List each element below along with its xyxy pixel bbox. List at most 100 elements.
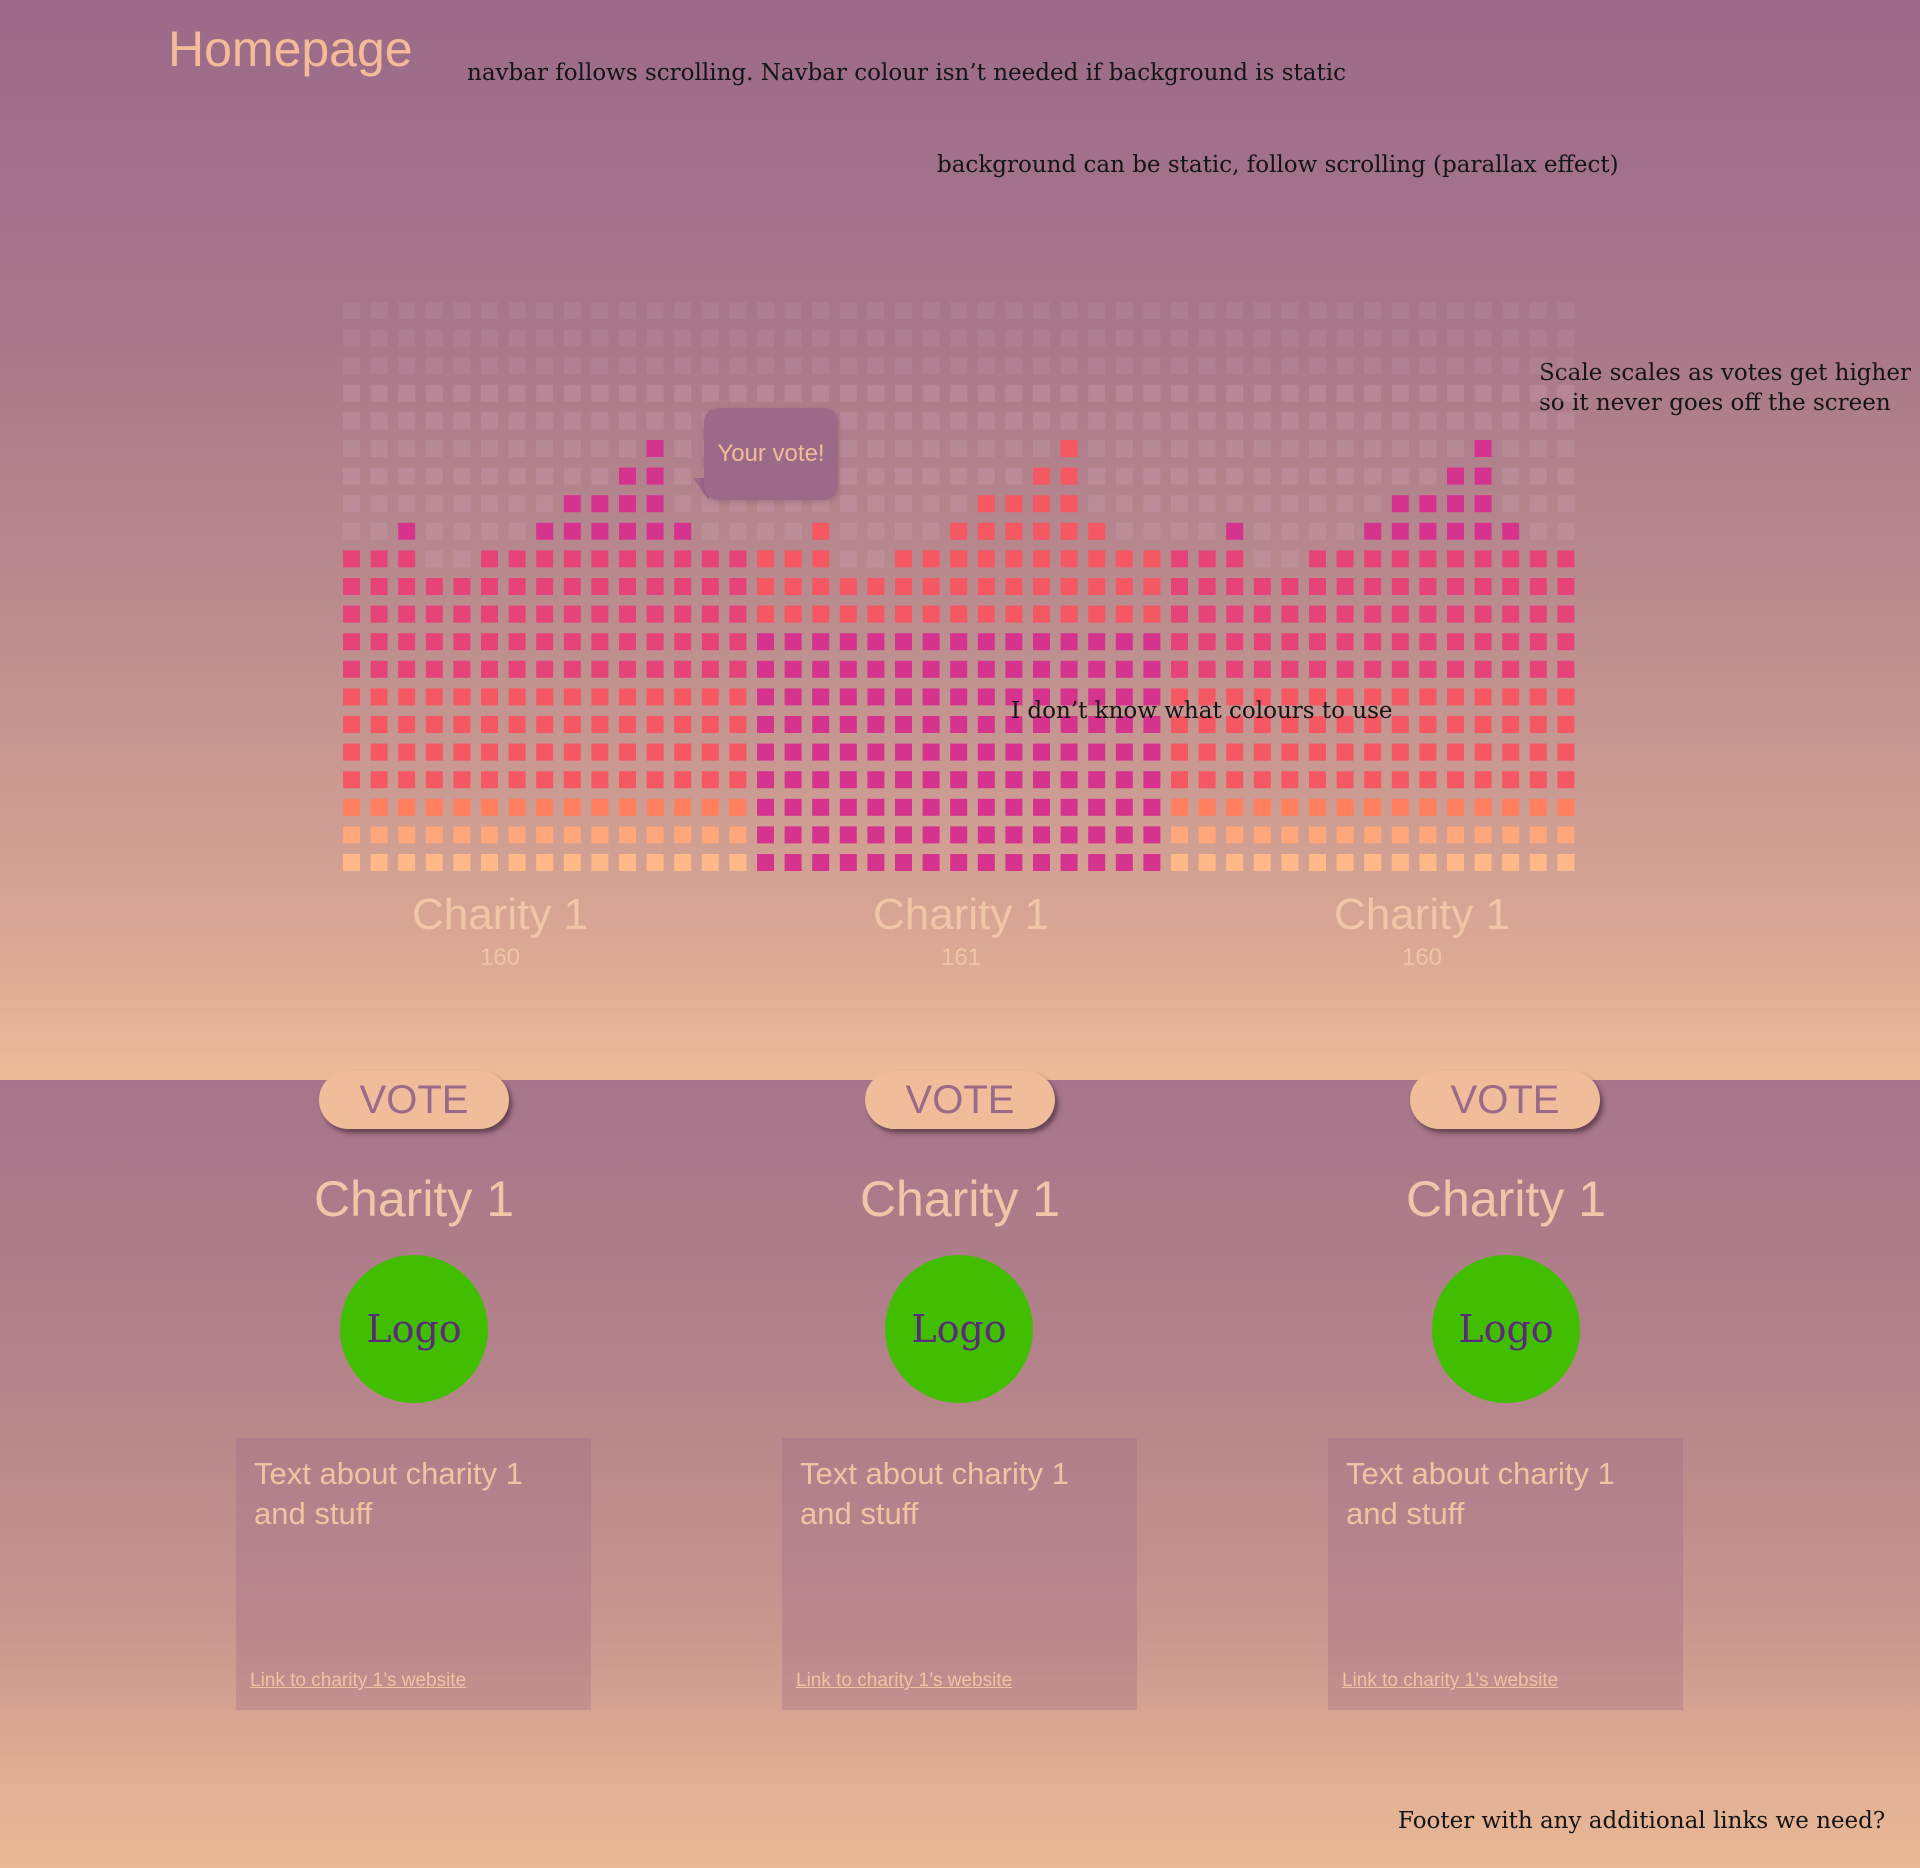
vote-cell (1005, 578, 1023, 595)
vote-cell (977, 660, 995, 678)
vote-cell (1060, 550, 1078, 568)
vote-cell (867, 716, 885, 733)
vote-cell (1253, 771, 1271, 789)
charity-website-link-2[interactable]: Link to charity 1’s website (796, 1670, 1013, 1691)
empty-cell (1198, 440, 1216, 457)
vote-cell (1502, 550, 1520, 568)
vote-cell (950, 522, 968, 540)
vote-cell (1033, 826, 1050, 844)
vote-cell (1502, 522, 1520, 540)
vote-cell (1088, 633, 1106, 651)
empty-cell (1198, 329, 1216, 347)
vote-cell (1005, 605, 1023, 623)
empty-cell (1253, 412, 1271, 430)
vote-cell (950, 550, 968, 568)
empty-cell (343, 329, 360, 347)
vote-cell (1060, 495, 1078, 513)
vote-cell (674, 743, 692, 761)
vote-cell (757, 550, 774, 568)
vote-cell (646, 440, 664, 457)
empty-cell (1309, 357, 1326, 375)
empty-cell (563, 440, 581, 457)
vote-cell (757, 605, 774, 623)
vote-cell (1364, 798, 1382, 816)
empty-cell (591, 384, 609, 402)
empty-cell (1364, 329, 1382, 347)
empty-cell (784, 357, 802, 375)
vote-cell (1419, 771, 1437, 789)
vote-cell (839, 771, 857, 789)
empty-cell (1033, 329, 1050, 347)
vote-cell (481, 798, 498, 816)
vote-cell (784, 688, 802, 706)
vote-cell (1502, 633, 1520, 651)
empty-cell (1281, 412, 1299, 430)
vote-cell (1226, 798, 1244, 816)
vote-cell (1143, 660, 1161, 678)
empty-cell (867, 522, 885, 540)
vote-cell (922, 743, 940, 761)
vote-cell (701, 798, 719, 816)
vote-cell (1060, 798, 1078, 816)
empty-cell (1088, 467, 1106, 485)
vote-cell (1336, 688, 1354, 706)
empty-cell (1364, 357, 1382, 375)
vote-cell (481, 826, 498, 844)
empty-cell (425, 440, 443, 457)
vote-cell (784, 854, 802, 871)
vote-cell (1198, 605, 1216, 623)
vote-button-1[interactable]: VOTE (319, 1071, 509, 1129)
empty-cell (1088, 384, 1106, 402)
vote-cell (1447, 771, 1464, 789)
vote-cell (812, 605, 830, 623)
vote-cell (398, 688, 416, 706)
vote-button-2[interactable]: VOTE (865, 1071, 1055, 1129)
empty-cell (1557, 329, 1575, 347)
vote-cell (343, 743, 360, 761)
charity-info-1: Text about charity 1 and stuff Link to c… (236, 1438, 591, 1710)
vote-cell (646, 605, 664, 623)
vote-cell (425, 605, 443, 623)
vote-cell (1502, 771, 1520, 789)
vote-cell (1198, 716, 1216, 733)
vote-cell (1198, 660, 1216, 678)
empty-cell (453, 495, 471, 513)
vote-cell (784, 826, 802, 844)
vote-button-3[interactable]: VOTE (1410, 1071, 1600, 1129)
vote-cell (839, 854, 857, 871)
vote-cell (922, 660, 940, 678)
vote-cell (508, 826, 526, 844)
empty-cell (839, 384, 857, 402)
empty-cell (729, 522, 747, 540)
vote-cell (1364, 771, 1382, 789)
vote-cell (1557, 633, 1575, 651)
empty-cell (1474, 357, 1492, 375)
empty-cell (370, 357, 388, 375)
vote-cell (508, 605, 526, 623)
vote-cell (370, 688, 388, 706)
vote-cell (1309, 660, 1326, 678)
empty-cell (563, 467, 581, 485)
empty-cell (453, 412, 471, 430)
charity-website-link-3[interactable]: Link to charity 1’s website (1342, 1670, 1559, 1691)
empty-cell (508, 384, 526, 402)
vote-cell (1226, 633, 1244, 651)
vote-cell (1529, 798, 1547, 816)
empty-cell (839, 440, 857, 457)
empty-cell (398, 495, 416, 513)
empty-cell (453, 357, 471, 375)
vote-cell (1336, 716, 1354, 733)
charity-website-link-1[interactable]: Link to charity 1’s website (250, 1670, 467, 1691)
vote-cell (922, 633, 940, 651)
vote-cell (453, 605, 471, 623)
empty-cell (591, 302, 609, 319)
vote-cell (729, 660, 747, 678)
vote-cell (619, 578, 636, 595)
empty-cell (343, 440, 360, 457)
empty-cell (1557, 412, 1575, 430)
vote-cell (453, 826, 471, 844)
empty-cell (1364, 302, 1382, 319)
empty-cell (867, 302, 885, 319)
vote-cell (1033, 743, 1050, 761)
vote-cell (1226, 716, 1244, 733)
